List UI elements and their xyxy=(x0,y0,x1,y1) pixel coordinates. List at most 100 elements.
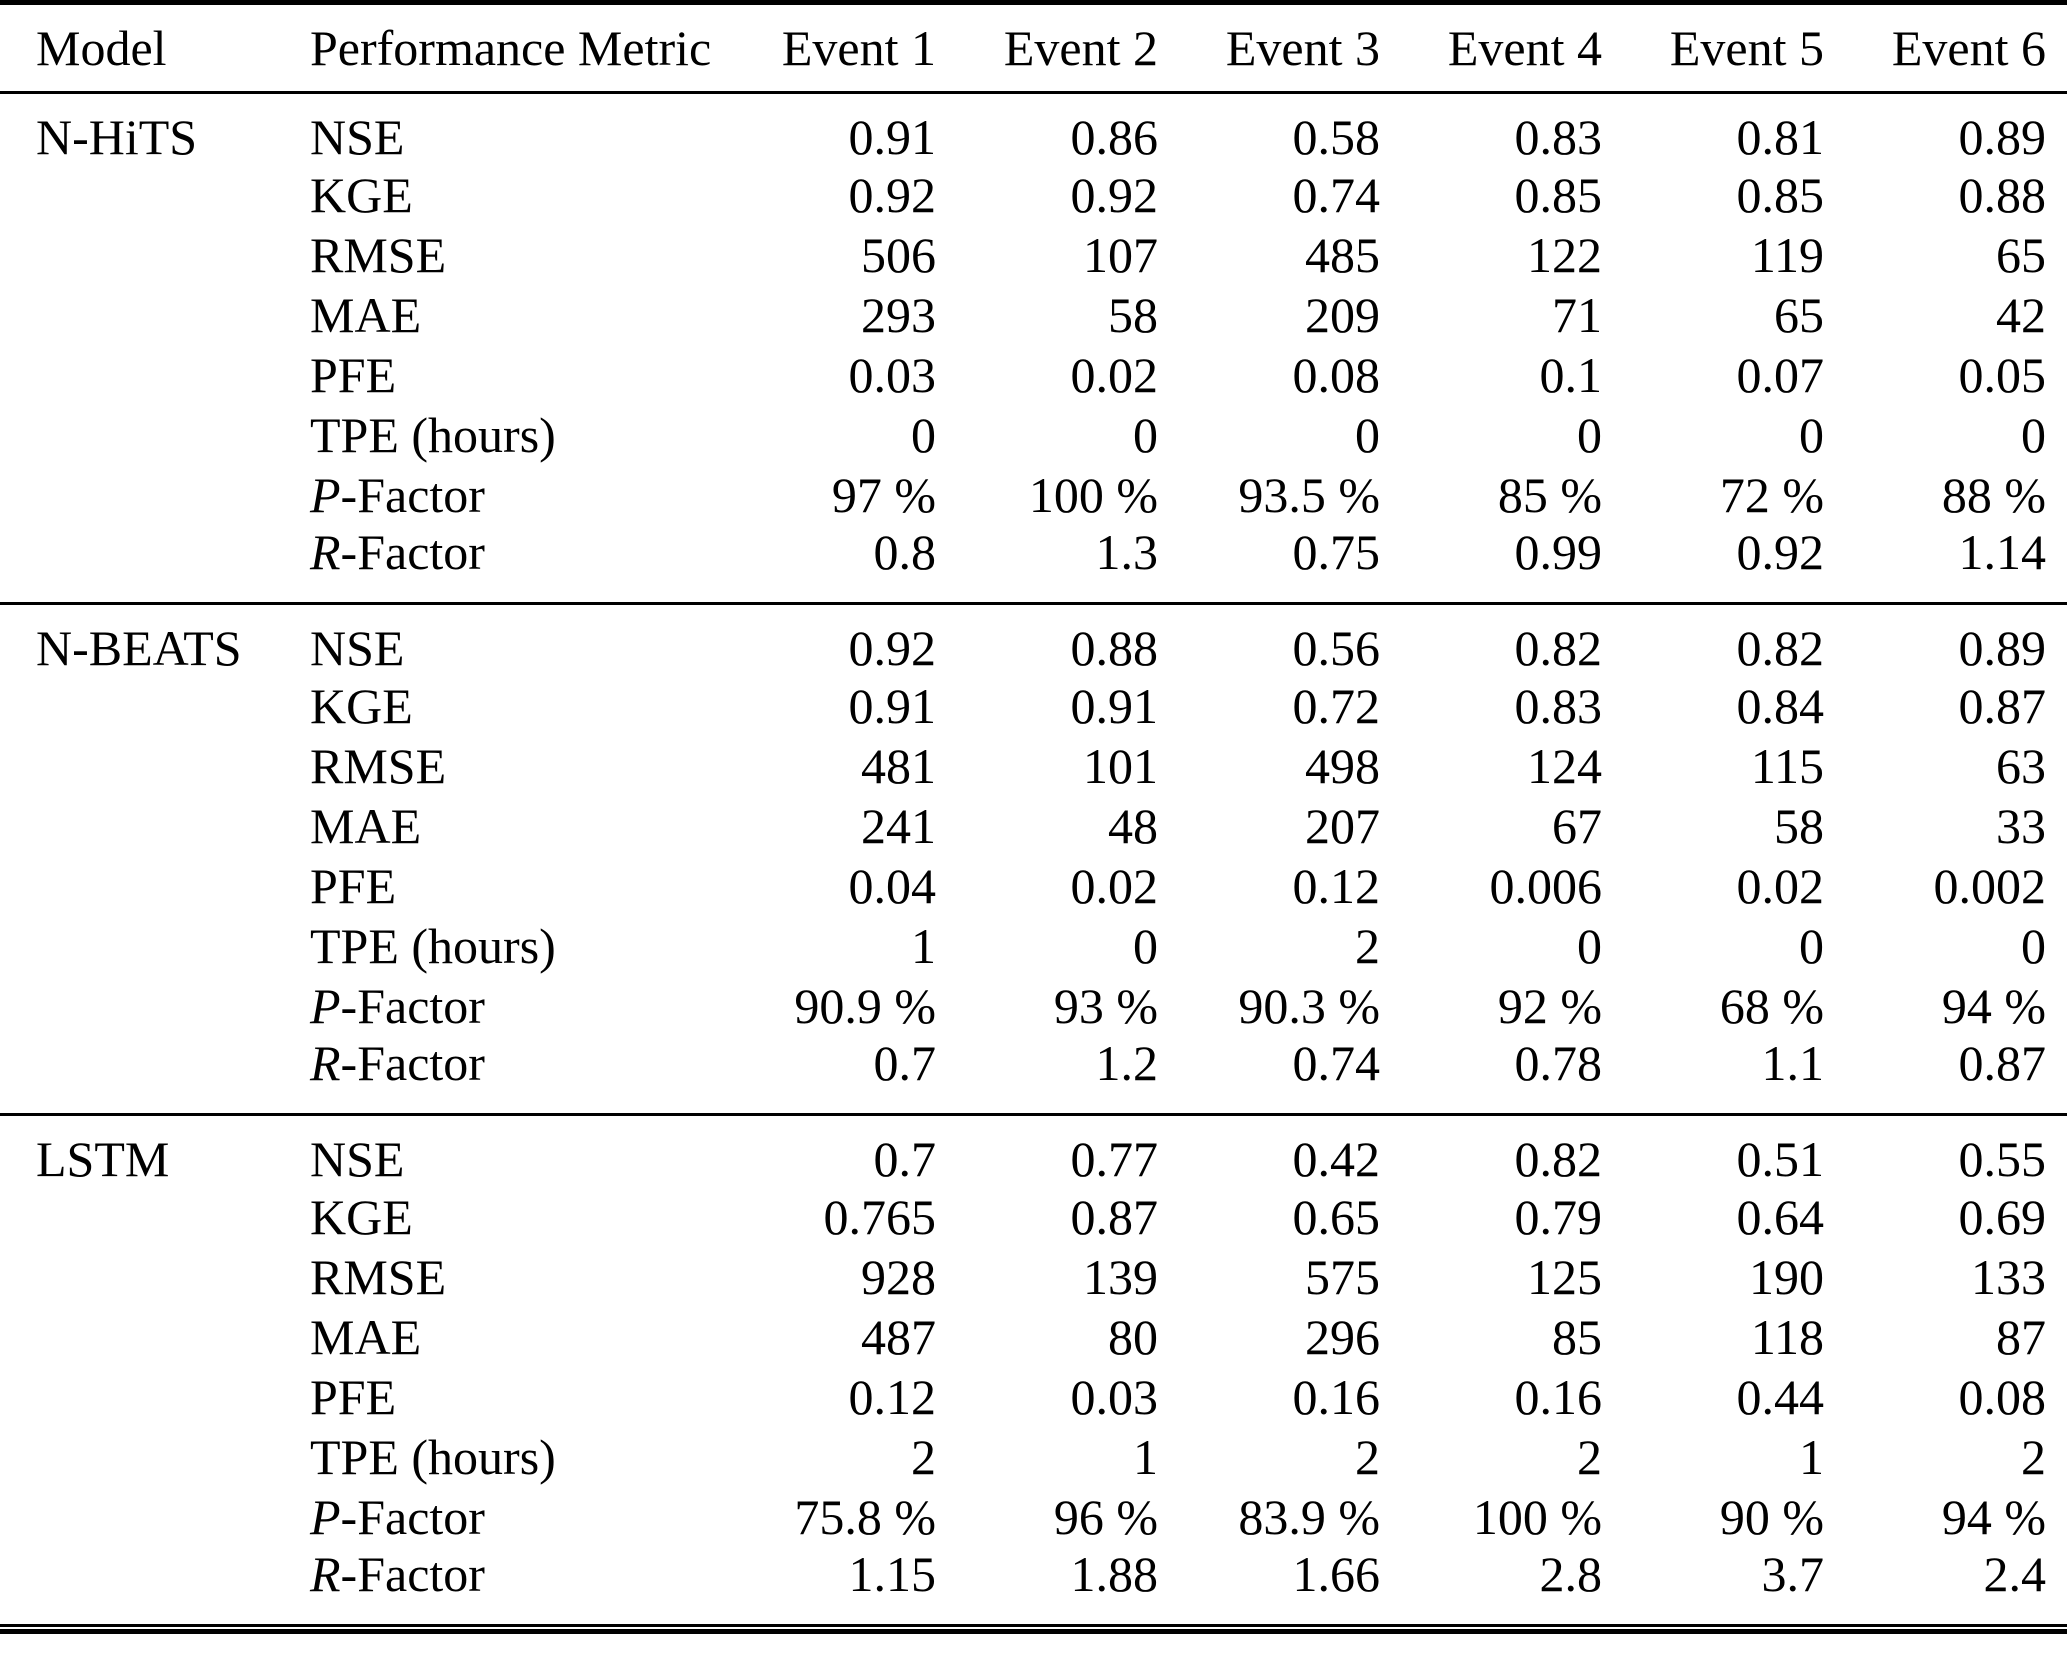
value-cell: 0.92 xyxy=(848,166,937,223)
value-cell: 94 % xyxy=(1941,1488,2046,1545)
value-cell: 72 % xyxy=(1719,466,1824,523)
model-cell xyxy=(0,796,310,856)
metric-label: NSE xyxy=(310,1113,590,1187)
metric-label-italic-part: R xyxy=(310,1546,341,1602)
value-cell: 0.74 xyxy=(1292,1035,1381,1091)
column-header-event3: Event 3 xyxy=(1158,2,1380,94)
metric-label: P-Factor xyxy=(310,1487,590,1547)
model-cell xyxy=(0,285,310,345)
value-cell: 1.15 xyxy=(848,1546,937,1602)
value-cell: 241 xyxy=(861,797,936,854)
value-cell: 115 xyxy=(1750,737,1824,794)
table-row: P-Factor 90.9 % 93 % 90.3 % 92 % 68 % 94 % xyxy=(0,976,2067,1036)
table-row: MAE 293 58 209 71 65 42 xyxy=(0,285,2067,345)
metric-label-part: TPE (hours) xyxy=(310,1428,556,1485)
metric-label-italic-part: R xyxy=(310,524,341,580)
value-cell: 0 xyxy=(1799,917,1824,974)
column-header-event4: Event 4 xyxy=(1380,2,1602,94)
model-cell xyxy=(0,1487,310,1547)
metric-label: R-Factor xyxy=(310,525,590,604)
value-cell: 0.51 xyxy=(1602,1113,1824,1187)
metric-label: MAE xyxy=(310,796,590,856)
value-cell: 133 xyxy=(1971,1248,2046,1305)
value-cell: 0.69 xyxy=(1958,1188,2047,1245)
metric-label-part: RMSE xyxy=(310,737,447,794)
value-cell: 0.87 xyxy=(1958,677,2047,734)
value-cell: 0.765 xyxy=(823,1188,937,1245)
table-row: TPE (hours) 0 0 0 0 0 0 xyxy=(0,405,2067,465)
value-cell: 2.4 xyxy=(1983,1546,2047,1602)
value-cell: 296 xyxy=(1305,1308,1380,1365)
metric-label-italic-part: P xyxy=(310,977,341,1034)
value-cell: 94 % xyxy=(1941,977,2046,1034)
metric-label: RMSE xyxy=(310,225,590,285)
value-cell: 0.75 xyxy=(1292,524,1381,580)
table-row: MAE 487 80 296 85 118 87 xyxy=(0,1307,2067,1367)
value-cell: 0 xyxy=(2021,406,2046,463)
value-cell: 0 xyxy=(1133,917,1158,974)
metric-label: PFE xyxy=(310,345,590,405)
value-cell: 0.85 xyxy=(1514,166,1603,223)
metric-label-part: -Factor xyxy=(340,1488,485,1545)
value-cell: 0.87 xyxy=(1070,1188,1159,1245)
table-row: N-BEATS NSE 0.92 0.88 0.56 0.82 0.82 0.89 xyxy=(0,602,2067,676)
header-row: Model Performance Metric Event 1 Event 2… xyxy=(0,2,2067,94)
value-cell: 0 xyxy=(1577,406,1602,463)
value-cell: 2 xyxy=(911,1428,936,1485)
model-cell xyxy=(0,405,310,465)
value-cell: 0.64 xyxy=(1736,1188,1825,1245)
value-cell: 293 xyxy=(861,286,936,343)
value-cell: 85 % xyxy=(1497,466,1602,523)
value-cell: 0.07 xyxy=(1736,346,1825,403)
value-cell: 0.87 xyxy=(1958,1035,2047,1091)
value-cell: 0.02 xyxy=(1736,857,1825,914)
value-cell: 93 % xyxy=(1053,977,1158,1034)
value-cell: 119 xyxy=(1750,226,1824,283)
metric-label-part: MAE xyxy=(310,797,422,854)
value-cell: 207 xyxy=(1305,797,1380,854)
metric-label-part: KGE xyxy=(310,677,413,734)
value-cell: 0.85 xyxy=(1736,166,1825,223)
value-cell: 80 xyxy=(1108,1308,1158,1365)
metric-label-part: TPE (hours) xyxy=(310,917,556,974)
value-cell: 0.7 xyxy=(590,1113,936,1187)
value-cell: 209 xyxy=(1305,286,1380,343)
table-row: KGE 0.92 0.92 0.74 0.85 0.85 0.88 xyxy=(0,165,2067,225)
value-cell: 0.79 xyxy=(1514,1188,1603,1245)
table-row: KGE 0.765 0.87 0.65 0.79 0.64 0.69 xyxy=(0,1187,2067,1247)
value-cell: 0.56 xyxy=(1158,602,1380,676)
table-row: LSTM NSE 0.7 0.77 0.42 0.82 0.51 0.55 xyxy=(0,1113,2067,1187)
value-cell: 0.8 xyxy=(873,524,937,580)
model-cell xyxy=(0,1036,310,1115)
value-cell: 100 % xyxy=(1472,1488,1602,1545)
model-cell xyxy=(0,225,310,285)
value-cell: 0.88 xyxy=(1958,166,2047,223)
metric-label: PFE xyxy=(310,1367,590,1427)
metric-label: PFE xyxy=(310,856,590,916)
table-row: RMSE 928 139 575 125 190 133 xyxy=(0,1247,2067,1307)
value-cell: 2 xyxy=(1355,917,1380,974)
metric-label: KGE xyxy=(310,676,590,736)
value-cell: 0.58 xyxy=(1292,109,1381,165)
model-cell xyxy=(0,1427,310,1487)
metric-label: KGE xyxy=(310,1187,590,1247)
value-cell: 0 xyxy=(1799,406,1824,463)
model-cell xyxy=(0,856,310,916)
metric-label-part: TPE (hours) xyxy=(310,406,556,463)
value-cell: 88 % xyxy=(1941,466,2046,523)
metric-label: RMSE xyxy=(310,1247,590,1307)
value-cell: 1.88 xyxy=(1070,1546,1159,1602)
value-cell: 0.86 xyxy=(1070,109,1159,165)
model-cell xyxy=(0,165,310,225)
value-cell: 90.3 % xyxy=(1238,977,1380,1034)
value-cell: 0.82 xyxy=(1602,602,1824,676)
metric-label: TPE (hours) xyxy=(310,916,590,976)
value-cell: 575 xyxy=(1305,1248,1380,1305)
value-cell: 0 xyxy=(1133,406,1158,463)
value-cell: 0.91 xyxy=(848,109,937,165)
value-cell: 90.9 % xyxy=(794,977,936,1034)
value-cell: 0 xyxy=(1577,917,1602,974)
performance-metrics-table: Model Performance Metric Event 1 Event 2… xyxy=(0,0,2067,1627)
value-cell: 498 xyxy=(1305,737,1380,794)
